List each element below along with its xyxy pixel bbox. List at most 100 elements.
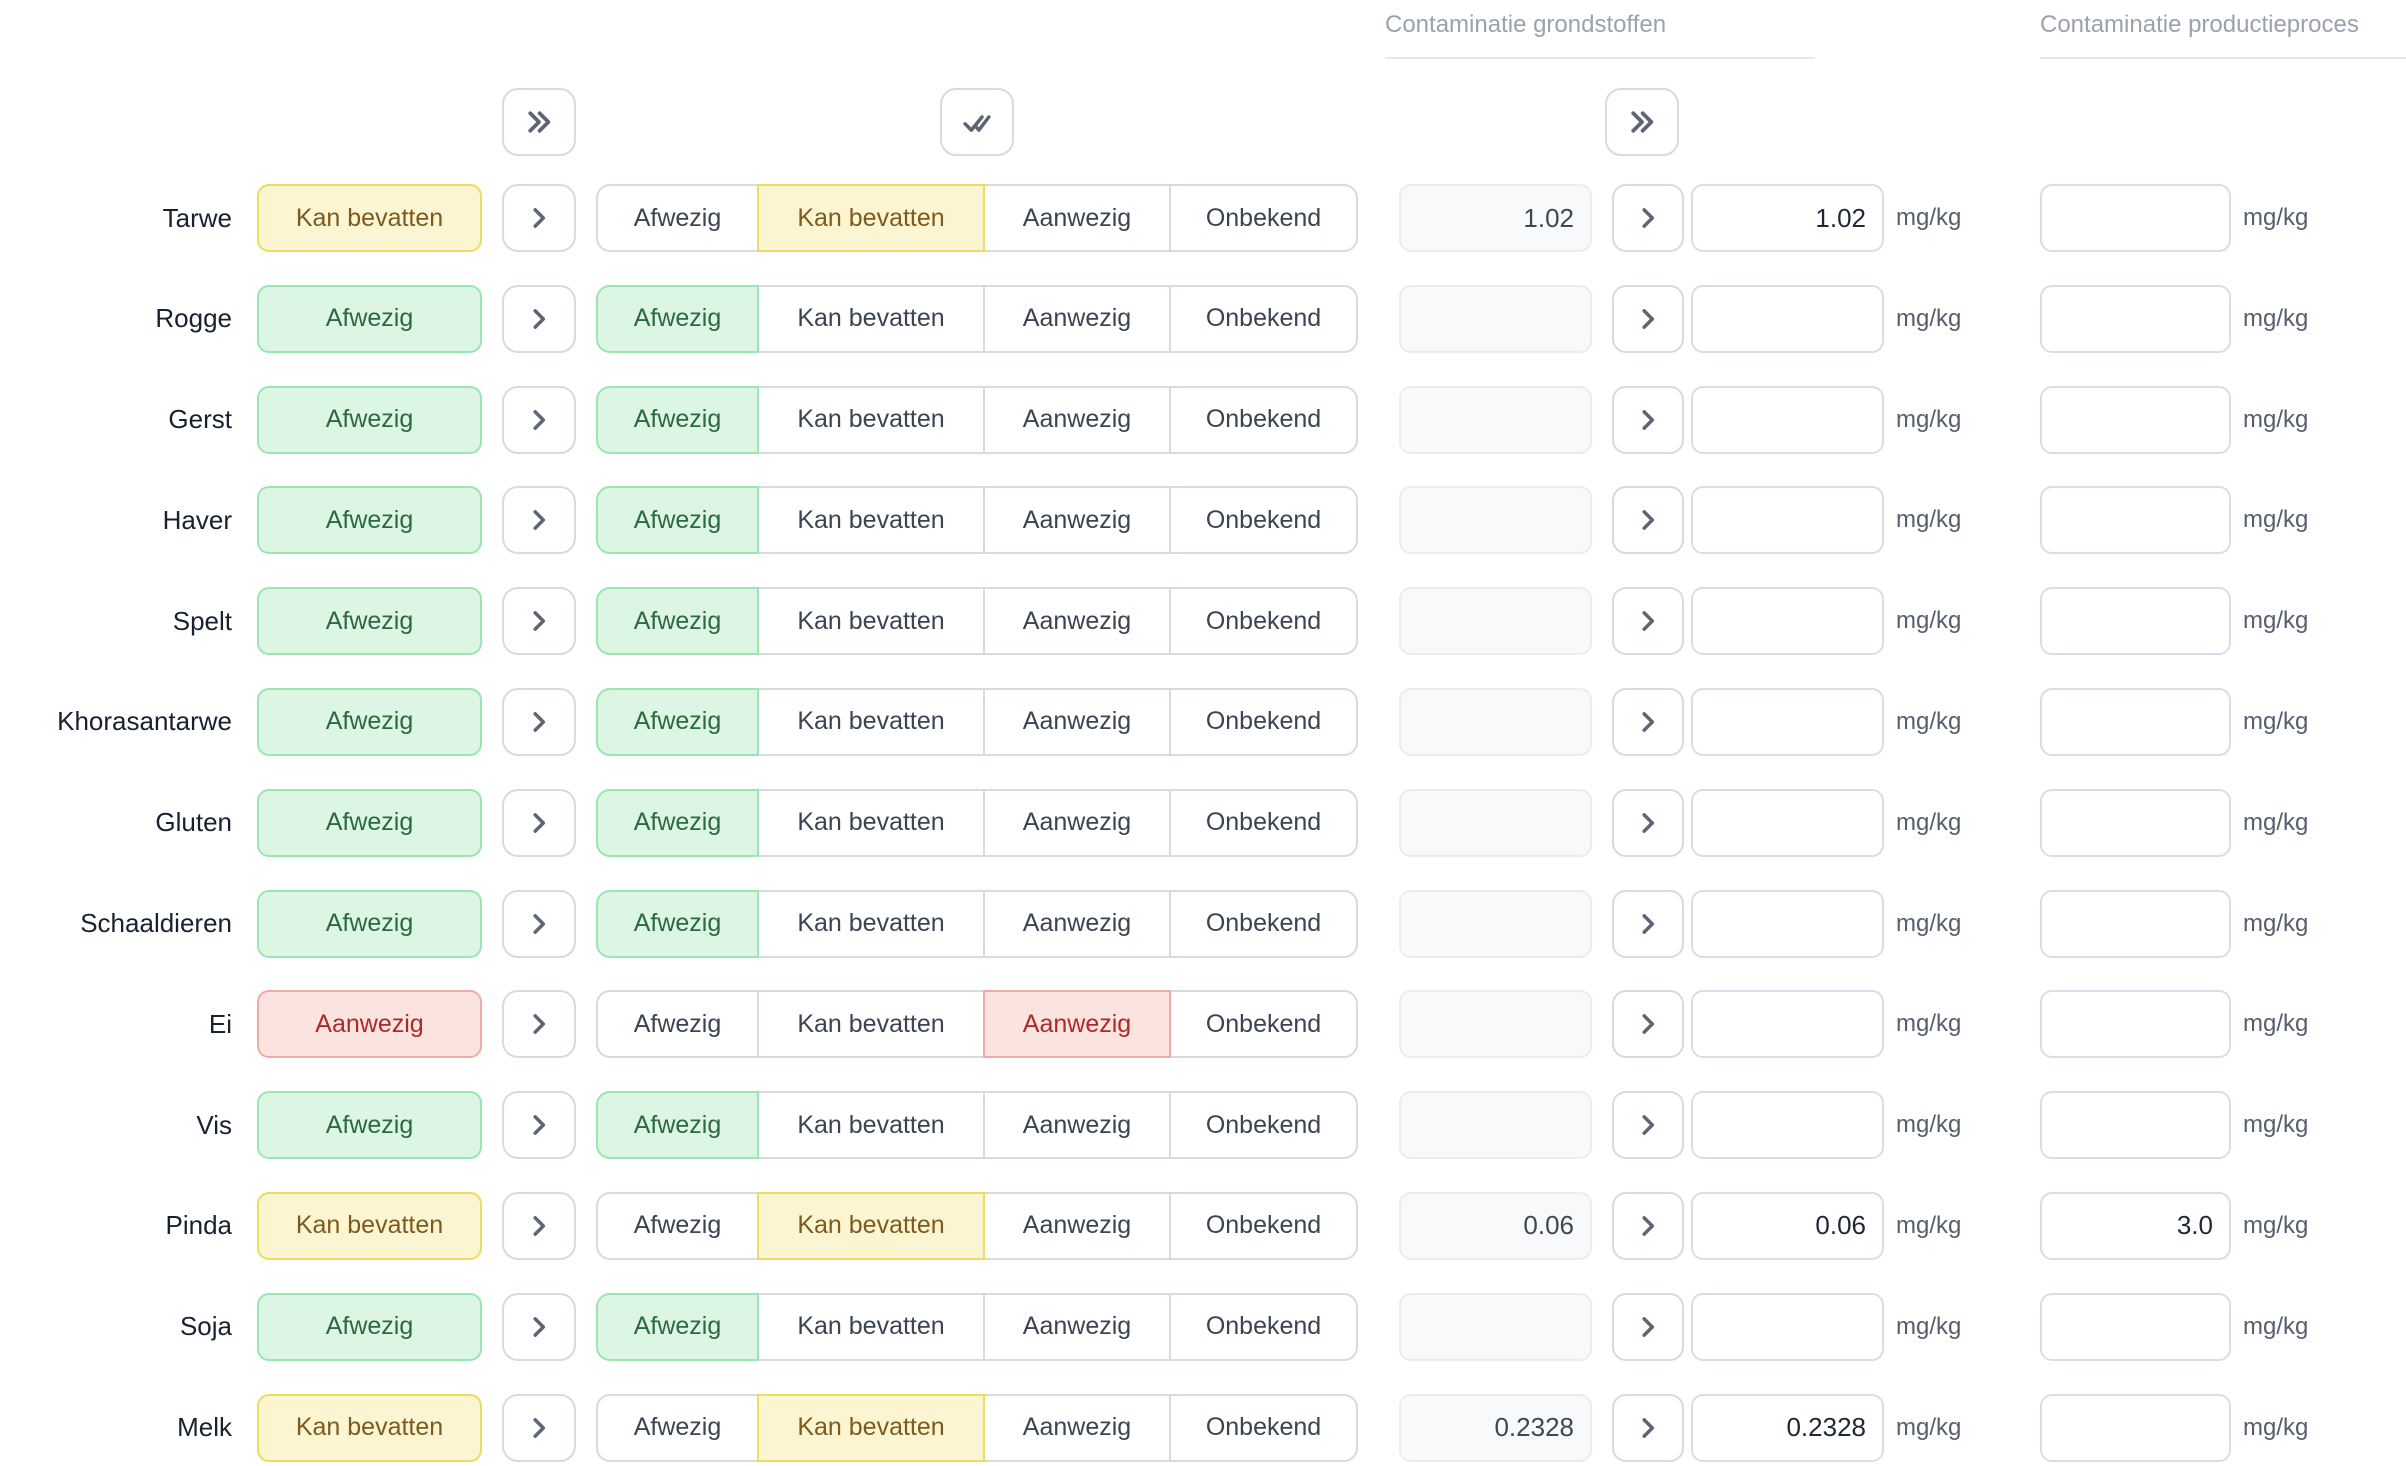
- contamination-raw-materials-input[interactable]: [1691, 1292, 1884, 1361]
- option-afwezig[interactable]: Afwezig: [596, 788, 759, 857]
- option-aanwezig[interactable]: Aanwezig: [983, 990, 1171, 1059]
- option-afwezig[interactable]: Afwezig: [596, 587, 759, 656]
- option-kan-bevatten[interactable]: Kan bevatten: [757, 486, 985, 555]
- contamination-production-process-input[interactable]: [2040, 385, 2231, 454]
- copy-status-button[interactable]: [502, 687, 576, 756]
- copy-value-button[interactable]: [1612, 1292, 1684, 1361]
- contamination-raw-materials-input[interactable]: [1691, 385, 1884, 454]
- contamination-production-process-input[interactable]: [2040, 687, 2231, 756]
- contamination-production-process-input[interactable]: [2040, 788, 2231, 857]
- copy-value-button[interactable]: [1612, 1191, 1684, 1260]
- option-kan-bevatten[interactable]: Kan bevatten: [757, 889, 985, 958]
- option-kan-bevatten[interactable]: Kan bevatten: [757, 1292, 985, 1361]
- option-kan-bevatten[interactable]: Kan bevatten: [757, 1191, 985, 1260]
- option-afwezig[interactable]: Afwezig: [596, 284, 759, 353]
- copy-status-button[interactable]: [502, 184, 576, 252]
- option-aanwezig[interactable]: Aanwezig: [983, 184, 1171, 252]
- option-onbekend[interactable]: Onbekend: [1169, 788, 1358, 857]
- option-afwezig[interactable]: Afwezig: [596, 990, 759, 1059]
- option-aanwezig[interactable]: Aanwezig: [983, 486, 1171, 555]
- copy-value-button[interactable]: [1612, 385, 1684, 454]
- contamination-production-process-input[interactable]: [2040, 889, 2231, 958]
- contamination-raw-materials-input[interactable]: [1691, 889, 1884, 958]
- option-kan-bevatten[interactable]: Kan bevatten: [757, 990, 985, 1059]
- option-kan-bevatten[interactable]: Kan bevatten: [757, 385, 985, 454]
- option-kan-bevatten[interactable]: Kan bevatten: [757, 1091, 985, 1160]
- contamination-raw-materials-input[interactable]: [1691, 486, 1884, 555]
- option-afwezig[interactable]: Afwezig: [596, 1292, 759, 1361]
- contamination-raw-materials-input[interactable]: [1691, 184, 1884, 252]
- apply-all-options-button[interactable]: [940, 88, 1014, 156]
- contamination-raw-materials-input[interactable]: [1691, 788, 1884, 857]
- option-aanwezig[interactable]: Aanwezig: [983, 788, 1171, 857]
- option-aanwezig[interactable]: Aanwezig: [983, 1393, 1171, 1462]
- option-onbekend[interactable]: Onbekend: [1169, 486, 1358, 555]
- contamination-production-process-input[interactable]: [2040, 587, 2231, 656]
- option-aanwezig[interactable]: Aanwezig: [983, 889, 1171, 958]
- option-kan-bevatten[interactable]: Kan bevatten: [757, 788, 985, 857]
- copy-value-button[interactable]: [1612, 889, 1684, 958]
- option-aanwezig[interactable]: Aanwezig: [983, 1191, 1171, 1260]
- contamination-production-process-input[interactable]: [2040, 184, 2231, 252]
- option-kan-bevatten[interactable]: Kan bevatten: [757, 587, 985, 656]
- option-afwezig[interactable]: Afwezig: [596, 1191, 759, 1260]
- copy-value-button[interactable]: [1612, 486, 1684, 555]
- contamination-production-process-input[interactable]: [2040, 990, 2231, 1059]
- copy-status-button[interactable]: [502, 385, 576, 454]
- contamination-raw-materials-input[interactable]: [1691, 1191, 1884, 1260]
- option-onbekend[interactable]: Onbekend: [1169, 385, 1358, 454]
- option-afwezig[interactable]: Afwezig: [596, 385, 759, 454]
- option-aanwezig[interactable]: Aanwezig: [983, 1091, 1171, 1160]
- copy-status-button[interactable]: [502, 587, 576, 656]
- option-aanwezig[interactable]: Aanwezig: [983, 687, 1171, 756]
- copy-status-button[interactable]: [502, 788, 576, 857]
- contamination-production-process-input[interactable]: [2040, 284, 2231, 353]
- option-aanwezig[interactable]: Aanwezig: [983, 587, 1171, 656]
- copy-value-button[interactable]: [1612, 687, 1684, 756]
- contamination-production-process-input[interactable]: [2040, 1191, 2231, 1260]
- contamination-raw-materials-input[interactable]: [1691, 990, 1884, 1059]
- copy-value-button[interactable]: [1612, 990, 1684, 1059]
- contamination-production-process-input[interactable]: [2040, 1091, 2231, 1160]
- option-afwezig[interactable]: Afwezig: [596, 1091, 759, 1160]
- option-onbekend[interactable]: Onbekend: [1169, 184, 1358, 252]
- option-afwezig[interactable]: Afwezig: [596, 1393, 759, 1462]
- copy-value-button[interactable]: [1612, 1393, 1684, 1462]
- option-aanwezig[interactable]: Aanwezig: [983, 1292, 1171, 1361]
- option-onbekend[interactable]: Onbekend: [1169, 1091, 1358, 1160]
- copy-value-button[interactable]: [1612, 184, 1684, 252]
- contamination-production-process-input[interactable]: [2040, 1393, 2231, 1462]
- copy-status-button[interactable]: [502, 486, 576, 555]
- copy-all-values-button[interactable]: [1605, 88, 1679, 156]
- option-onbekend[interactable]: Onbekend: [1169, 587, 1358, 656]
- copy-value-button[interactable]: [1612, 284, 1684, 353]
- option-afwezig[interactable]: Afwezig: [596, 687, 759, 756]
- option-kan-bevatten[interactable]: Kan bevatten: [757, 687, 985, 756]
- copy-value-button[interactable]: [1612, 587, 1684, 656]
- option-aanwezig[interactable]: Aanwezig: [983, 385, 1171, 454]
- copy-status-button[interactable]: [502, 889, 576, 958]
- copy-status-button[interactable]: [502, 1191, 576, 1260]
- copy-status-button[interactable]: [502, 1292, 576, 1361]
- copy-status-button[interactable]: [502, 990, 576, 1059]
- contamination-raw-materials-input[interactable]: [1691, 1393, 1884, 1462]
- contamination-production-process-input[interactable]: [2040, 1292, 2231, 1361]
- option-kan-bevatten[interactable]: Kan bevatten: [757, 1393, 985, 1462]
- option-afwezig[interactable]: Afwezig: [596, 184, 759, 252]
- option-aanwezig[interactable]: Aanwezig: [983, 284, 1171, 353]
- option-onbekend[interactable]: Onbekend: [1169, 990, 1358, 1059]
- option-kan-bevatten[interactable]: Kan bevatten: [757, 184, 985, 252]
- option-onbekend[interactable]: Onbekend: [1169, 1191, 1358, 1260]
- option-onbekend[interactable]: Onbekend: [1169, 284, 1358, 353]
- copy-status-button[interactable]: [502, 1393, 576, 1462]
- copy-value-button[interactable]: [1612, 1091, 1684, 1160]
- option-onbekend[interactable]: Onbekend: [1169, 687, 1358, 756]
- contamination-raw-materials-input[interactable]: [1691, 587, 1884, 656]
- option-afwezig[interactable]: Afwezig: [596, 486, 759, 555]
- contamination-raw-materials-input[interactable]: [1691, 1091, 1884, 1160]
- copy-value-button[interactable]: [1612, 788, 1684, 857]
- option-onbekend[interactable]: Onbekend: [1169, 889, 1358, 958]
- option-onbekend[interactable]: Onbekend: [1169, 1292, 1358, 1361]
- option-onbekend[interactable]: Onbekend: [1169, 1393, 1358, 1462]
- copy-status-button[interactable]: [502, 1091, 576, 1160]
